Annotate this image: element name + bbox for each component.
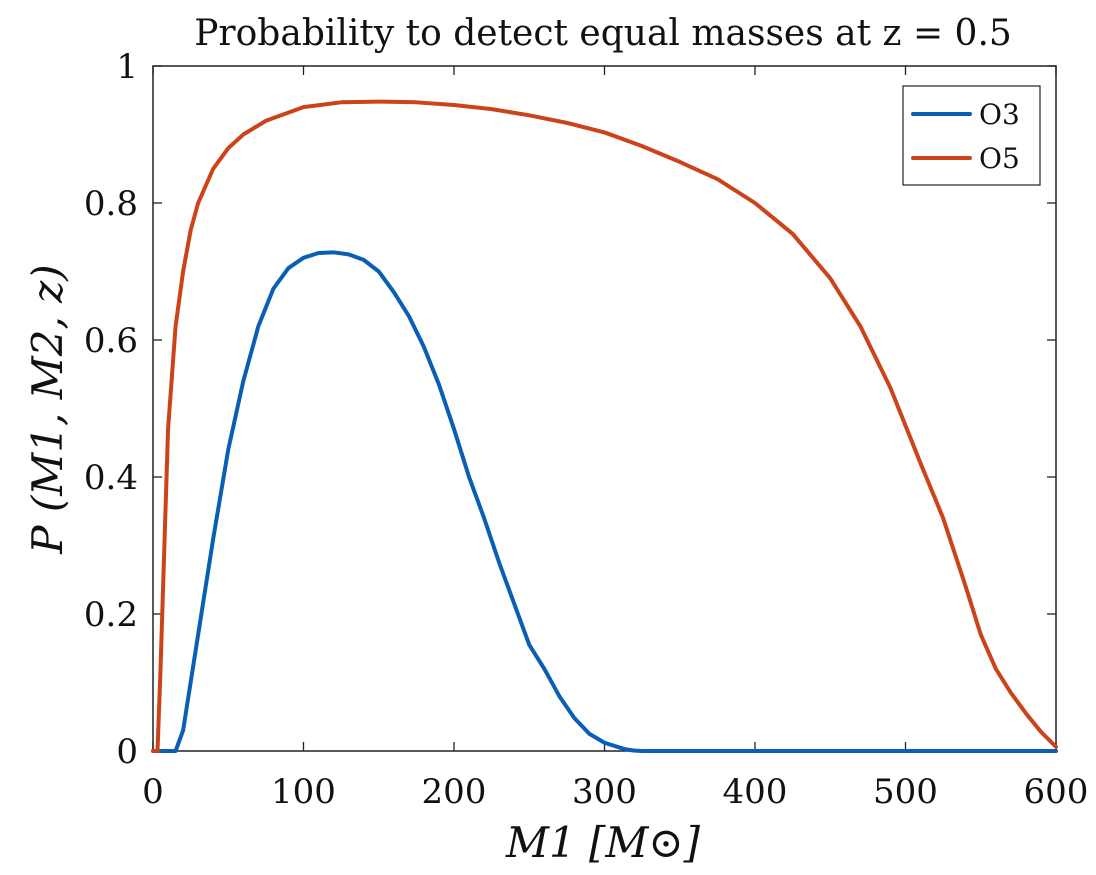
chart-legend: O3 O5 — [902, 85, 1041, 186]
y-tick-label: 0.4 — [84, 458, 138, 498]
x-tick-label: 300 — [572, 772, 637, 812]
y-tick-label: 0.8 — [84, 184, 138, 224]
x-tick-label: 400 — [723, 772, 788, 812]
legend-label-o5: O5 — [979, 142, 1020, 175]
x-axis-ticks: 0 100 200 300 400 500 600 — [142, 66, 1088, 812]
series-line-o5 — [151, 99, 1058, 753]
series-layer — [151, 99, 1058, 753]
x-tick-label: 200 — [422, 772, 487, 812]
legend-label-o3: O3 — [979, 98, 1020, 131]
x-axis-label: M1 [M⊙] — [505, 818, 701, 867]
y-tick-label: 0.6 — [84, 321, 138, 361]
x-tick-label: 100 — [271, 772, 336, 812]
legend-box — [902, 85, 1041, 186]
x-tick-label: 0 — [142, 772, 164, 812]
y-axis-ticks: 0 0.2 0.4 0.6 0.8 1 — [84, 47, 1056, 772]
chart-title: Probability to detect equal masses at z … — [194, 13, 1012, 54]
y-tick-label: 1 — [116, 47, 138, 87]
y-tick-label: 0 — [116, 732, 138, 772]
x-tick-label: 600 — [1024, 772, 1089, 812]
x-tick-label: 500 — [873, 772, 938, 812]
y-tick-label: 0.2 — [84, 595, 138, 635]
series-line-o3 — [151, 250, 1058, 753]
y-axis-label: P (M1, M2, z) — [23, 264, 72, 554]
